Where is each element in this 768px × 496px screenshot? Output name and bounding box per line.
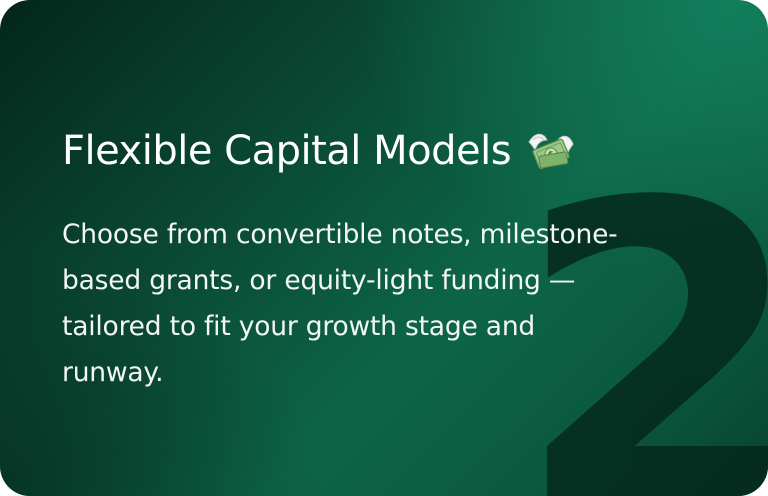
- title-row: Flexible Capital Models $: [62, 128, 622, 174]
- money-with-wings-icon: $: [525, 128, 577, 174]
- step-number: 2: [513, 115, 768, 496]
- card-description: Choose from convertible notes, milestone…: [62, 219, 618, 388]
- card-title: Flexible Capital Models: [62, 128, 512, 174]
- card-content: Flexible Capital Models $: [62, 128, 622, 396]
